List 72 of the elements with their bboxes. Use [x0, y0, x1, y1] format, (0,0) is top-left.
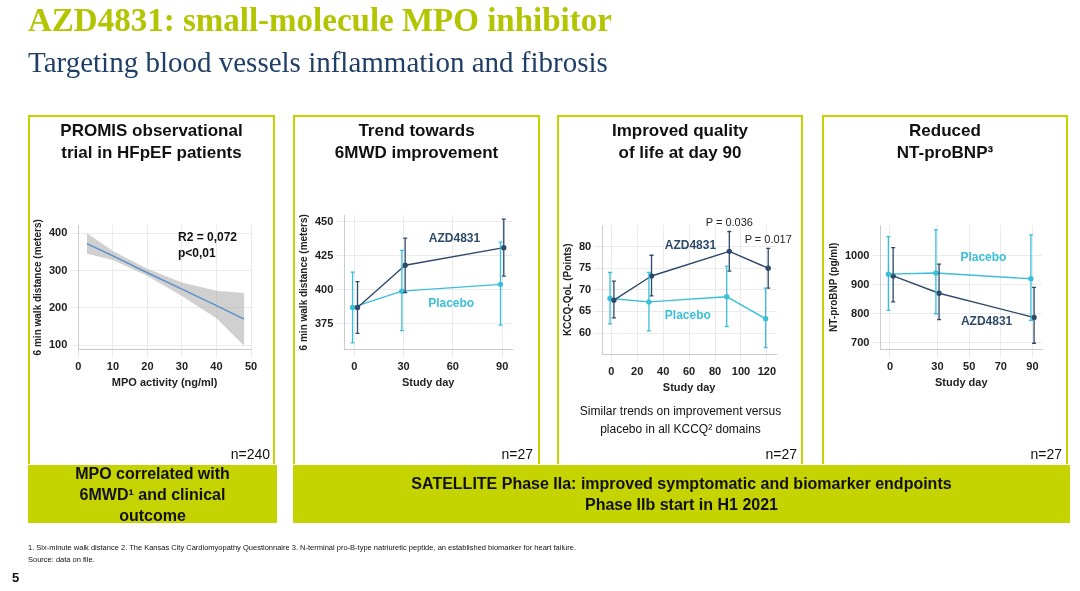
x-tick-label: 60: [446, 360, 459, 373]
y-axis-title: 6 min walk distance (meters): [31, 219, 43, 356]
y-tick-label: 200: [48, 300, 68, 313]
text: Targeting blood vessels inflammation and fibrosis: [28, 46, 608, 79]
series-label: Placebo: [960, 250, 1007, 265]
x-tick-label: 50: [244, 360, 258, 373]
y-axis-title: KCCQ-QoL (Points): [561, 243, 573, 337]
y-tick-label: 70: [578, 282, 592, 295]
x-tick-label: 20: [141, 360, 154, 373]
x-tick-label: 30: [175, 360, 189, 373]
text: n=240: [230, 446, 270, 462]
x-axis-title: Study day: [662, 381, 717, 394]
x-tick-label: 90: [1026, 360, 1039, 373]
chart-title: PROMIS observational trial in HFpEF patients: [59, 120, 244, 164]
text: 5: [12, 570, 20, 585]
y-tick-label: 1000: [844, 248, 870, 261]
x-tick-label: 0: [608, 365, 615, 378]
x-tick-label: 100: [731, 365, 751, 378]
y-tick-label: 375: [314, 316, 334, 329]
x-tick-label: 90: [496, 360, 509, 373]
chart-title: Improved quality of life at day 90: [611, 120, 749, 164]
annotation: P = 0.017: [744, 232, 792, 245]
x-tick-label: 50: [963, 360, 976, 373]
y-tick-label: 60: [578, 326, 592, 339]
y-axis-title: NT-proBNP (pg/ml): [827, 242, 839, 332]
text: n=27: [501, 446, 533, 462]
x-tick-label: 10: [106, 360, 120, 373]
x-tick-label: 70: [994, 360, 1007, 373]
y-axis-title: 6 min walk distance (meters): [297, 214, 309, 351]
series-label: Placebo: [428, 296, 475, 311]
series-label: Placebo: [664, 307, 711, 322]
x-tick-label: 30: [931, 360, 944, 373]
x-tick-label: 20: [631, 365, 644, 378]
text: AZD4831: small-molecule MPO inhibitor: [28, 2, 612, 39]
text: SATELLITE Phase IIa: improved symptomatic and biomarker endpoints: [410, 474, 953, 494]
y-tick-label: 700: [851, 335, 870, 348]
y-tick-label: 400: [48, 226, 68, 239]
x-tick-label: 40: [210, 360, 223, 373]
y-tick-label: 300: [48, 263, 68, 276]
text: Similar trends on improvement versus placebo in all KCCQ² domains: [578, 403, 783, 438]
annotation: p<0,01: [178, 246, 216, 260]
y-tick-label: 65: [578, 304, 592, 317]
x-tick-label: 0: [75, 360, 82, 373]
y-tick-label: 400: [314, 282, 334, 295]
y-tick-label: 80: [578, 239, 592, 252]
series-label: AZD4831: [960, 313, 1013, 328]
x-tick-label: 0: [886, 360, 894, 373]
text: n=27: [1030, 446, 1062, 462]
x-tick-label: 30: [397, 360, 410, 373]
y-tick-label: 425: [314, 248, 334, 261]
series-label: AZD4831: [428, 230, 481, 245]
text: MPO correlated with 6MWD¹ and clinical outcome: [74, 463, 231, 526]
y-tick-label: 800: [851, 306, 870, 319]
annotation: R2 = 0,072: [178, 230, 238, 244]
x-tick-label: 40: [657, 365, 670, 378]
x-axis-title: MPO activity (ng/ml): [111, 376, 218, 389]
series-label: AZD4831: [664, 237, 717, 252]
x-axis-title: Study day: [401, 376, 456, 389]
annotation: P = 0.036: [705, 216, 753, 229]
x-tick-label: 0: [351, 360, 358, 373]
y-tick-label: 100: [48, 338, 68, 351]
y-tick-label: 75: [578, 261, 592, 274]
text: Phase IIb start in H1 2021: [584, 495, 779, 515]
y-tick-label: 900: [851, 277, 870, 290]
x-tick-label: 60: [682, 365, 696, 378]
x-tick-label: 80: [708, 365, 722, 378]
text: n=27: [765, 446, 797, 462]
chart-title: Reduced NT-proBNP³: [895, 120, 995, 164]
chart-title: Trend towards 6MWD improvement: [333, 120, 500, 164]
x-axis-title: Study day: [934, 376, 989, 389]
y-tick-label: 450: [314, 214, 334, 227]
x-tick-label: 120: [757, 365, 777, 378]
